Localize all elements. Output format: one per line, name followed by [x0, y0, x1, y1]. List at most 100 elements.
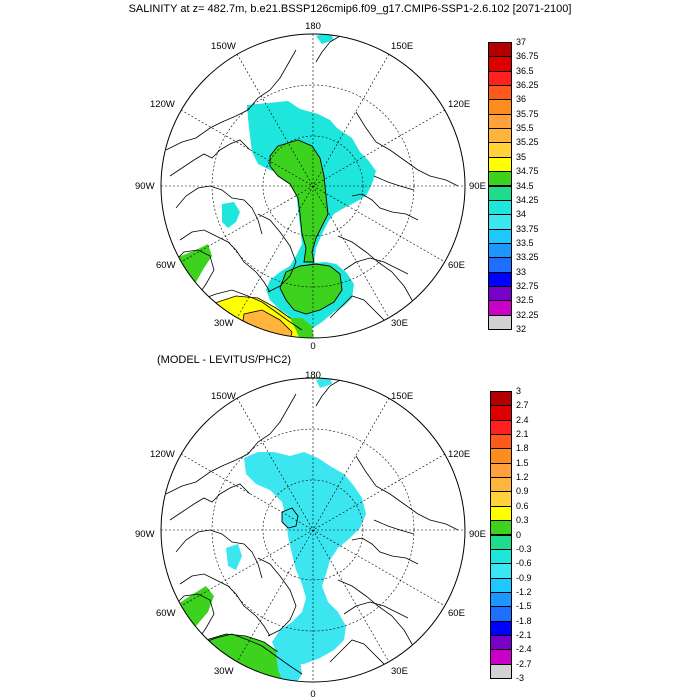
bottom-colorbar-color-box — [490, 606, 512, 622]
bottom-colorbar-color-box — [490, 434, 512, 450]
bottom-colorbar-tick-label: 1.2 — [516, 472, 529, 483]
bottom-colorbar-color-box — [490, 391, 512, 407]
top-lon-label-60e: 60E — [448, 260, 465, 271]
top-colorbar-color-box — [488, 113, 512, 130]
top-colorbar-color-box — [488, 300, 512, 316]
top-lon-label-0: 0 — [310, 341, 315, 352]
top-colorbar-color-box — [488, 99, 512, 115]
bottom-colorbar-tick-label: -0.9 — [516, 572, 532, 583]
bottom-colorbar-tick-label: 2.4 — [516, 414, 529, 425]
figure-title: SALINITY at z= 482.7m, b.e21.BSSP126cmip… — [128, 3, 572, 15]
top-lon-label-150e: 150E — [391, 41, 413, 52]
top-colorbar-color-box — [488, 271, 512, 287]
bottom-colorbar-tick-label: -0.6 — [516, 558, 532, 569]
difference-subtitle: (MODEL - LEVITUS/PHC2) — [157, 354, 292, 366]
bottom-colorbar-tick-label: 0.9 — [516, 486, 529, 497]
bottom-colorbar-color-box — [490, 491, 512, 507]
top-colorbar-color-box — [488, 314, 512, 330]
top-lon-label-150w: 150W — [211, 41, 236, 52]
bottom-colorbar-color-box — [490, 577, 512, 593]
bottom-colorbar-tick-label: -3 — [516, 673, 525, 683]
bottom-colorbar-color-box — [490, 462, 512, 479]
top-lon-label-30w: 30W — [214, 318, 234, 329]
bottom-colorbar-color-box — [490, 663, 512, 679]
top-colorbar-tick-label: 34.5 — [516, 180, 534, 191]
bottom-colorbar-color-box — [490, 419, 512, 436]
top-colorbar-color-box — [488, 56, 512, 72]
top-lon-label-30e: 30E — [391, 318, 408, 329]
top-lon-label-60w: 60W — [156, 260, 176, 271]
bottom-colorbar-color-box — [490, 649, 512, 665]
top-lon-label-120e: 120E — [448, 99, 470, 110]
top-lon-label-120w: 120W — [150, 99, 175, 110]
top-colorbar-tick-label: 32 — [516, 324, 527, 334]
top-colorbar-color-box — [488, 199, 512, 216]
top-colorbar-tick-label: 35 — [516, 151, 527, 162]
top-map-boundary — [160, 33, 466, 339]
bottom-colorbar-tick-label: -1.5 — [516, 601, 532, 612]
top-colorbar-tick-label: 35.25 — [516, 137, 539, 148]
top-colorbar-tick-label: 34.75 — [516, 166, 539, 177]
top-colorbar-color-box — [488, 257, 512, 273]
top-colorbar-color-box — [488, 42, 512, 58]
bottom-colorbar-tick-label: 1.8 — [516, 443, 529, 454]
top-colorbar-color-box — [488, 285, 512, 302]
top-colorbar-tick-label: 36.75 — [516, 51, 539, 62]
bottom-colorbar-color-box — [490, 448, 512, 464]
bottom-colorbar-tick-label: 3 — [516, 386, 522, 396]
top-colorbar-tick-label: 33 — [516, 266, 527, 277]
top-colorbar-color-box — [488, 156, 512, 173]
top-green-core — [269, 139, 329, 263]
bottom-colorbar-color-box — [490, 620, 512, 636]
top-baffin-cyan — [222, 202, 240, 228]
top-colorbar-tick-label: 33.75 — [516, 223, 539, 234]
top-colorbar-tick-label: 33.5 — [516, 237, 534, 248]
top-lon-label-90w: 90W — [135, 181, 155, 192]
bottom-colorbar-color-box — [490, 591, 512, 608]
top-colorbar-tick-label: 32.75 — [516, 280, 539, 291]
bottom-colorbar-tick-label: -2.1 — [516, 629, 532, 640]
bottom-colorbar-tick-label: 2.1 — [516, 429, 529, 440]
top-colorbar-tick-label: 37 — [516, 37, 527, 47]
top-lon-label-90e: 90E — [469, 181, 486, 192]
top-colorbar-tick-label: 32.25 — [516, 309, 539, 320]
bottom-colorbar-tick-label: -2.7 — [516, 658, 532, 669]
top-colorbar-tick-label: 36.25 — [516, 80, 539, 91]
bottom-colorbar-color-box — [490, 634, 512, 651]
bottom-colorbar-tick-label: -2.4 — [516, 644, 532, 655]
bottom-colorbar-color-box — [490, 505, 512, 522]
top-colorbar-tick-label: 33.25 — [516, 252, 539, 263]
bottom-colorbar-tick-label: 0.6 — [516, 500, 529, 511]
bottom-colorbar-color-box — [490, 534, 512, 550]
bottom-colorbar-color-box — [490, 563, 512, 579]
top-colorbar-tick-label: 32.5 — [516, 295, 534, 306]
top-colorbar-color-box — [488, 214, 512, 230]
bottom-colorbar-color-box — [490, 477, 512, 493]
top-graticule — [161, 34, 465, 338]
bottom-colorbar-tick-label: 1.5 — [516, 457, 529, 468]
top-colorbar-tick-label: 34 — [516, 209, 527, 220]
bottom-colorbar-color-box — [490, 520, 512, 536]
top-colorbar-color-box — [488, 228, 512, 244]
top-colorbar-color-box — [488, 171, 512, 187]
bottom-colorbar-tick-label: 0 — [516, 529, 522, 540]
top-lon-label-180: 180 — [305, 21, 321, 32]
top-colorbar-tick-label: 36.5 — [516, 65, 534, 76]
top-green-south — [279, 263, 343, 315]
top-colorbar-color-box — [488, 142, 512, 158]
top-atlantic-green — [290, 318, 314, 338]
bottom-colorbar-tick-label: 2.7 — [516, 400, 529, 411]
bottom-colorbar-color-box — [490, 548, 512, 565]
top-colorbar-color-box — [488, 70, 512, 87]
top-colorbar-tick-label: 34.25 — [516, 194, 539, 205]
top-colorbar-tick-label: 35.5 — [516, 123, 534, 134]
bottom-colorbar-tick-label: -1.8 — [516, 615, 532, 626]
bottom-colorbar-tick-label: 0.3 — [516, 515, 529, 526]
top-colorbar-color-box — [488, 185, 512, 201]
top-colorbar-color-box — [488, 242, 512, 259]
bottom-colorbar-tick-label: -0.3 — [516, 543, 532, 554]
bottom-colorbar-tick-label: -1.2 — [516, 586, 532, 597]
top-colorbar-tick-label: 36 — [516, 94, 527, 105]
bottom-colorbar-color-box — [490, 405, 512, 421]
